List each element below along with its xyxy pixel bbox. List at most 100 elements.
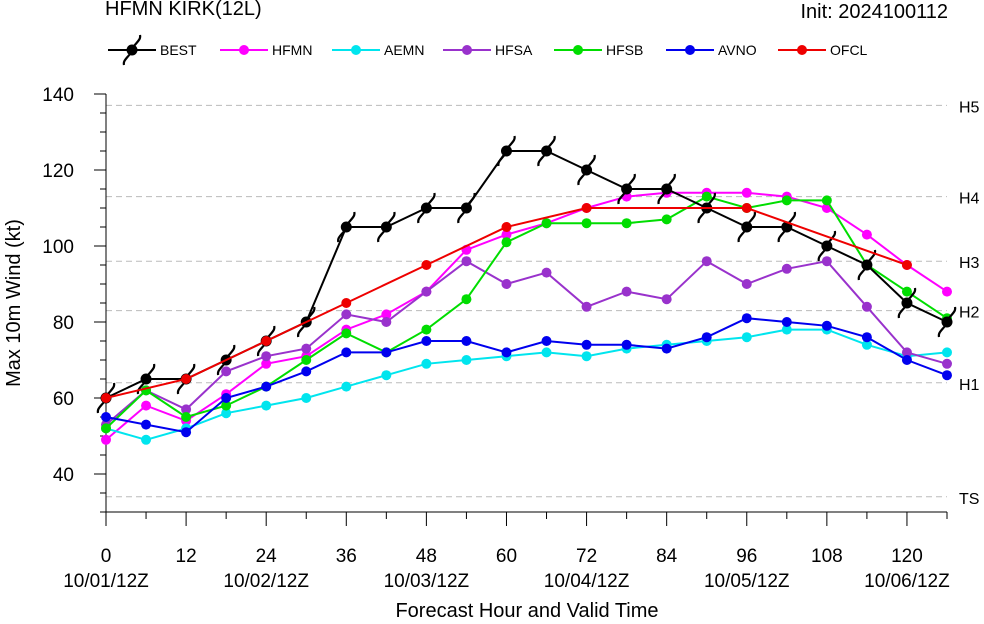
data-point <box>661 294 672 305</box>
data-point <box>901 347 912 358</box>
category-label: H4 <box>959 191 980 208</box>
data-point <box>501 237 512 248</box>
data-point <box>741 313 752 324</box>
data-point <box>377 211 396 243</box>
data-point <box>341 309 352 320</box>
data-point <box>901 286 912 297</box>
data-point <box>501 347 512 358</box>
x-tick-label: 60 <box>496 546 517 567</box>
data-point <box>621 286 632 297</box>
data-point <box>141 434 152 445</box>
data-point <box>497 135 516 167</box>
data-point <box>942 358 952 369</box>
category-label: H5 <box>959 99 980 116</box>
hurricane-arm <box>697 211 706 224</box>
data-point <box>341 381 352 392</box>
y-tick-label: 40 <box>53 465 74 486</box>
hurricane-arm <box>147 363 156 376</box>
data-point <box>937 306 957 338</box>
data-point <box>541 267 552 278</box>
data-point <box>301 393 312 403</box>
x-date-label: 10/05/12Z <box>704 571 790 592</box>
data-point <box>661 343 672 354</box>
data-point <box>541 218 552 229</box>
hurricane-arm <box>707 192 717 205</box>
data-point <box>781 195 792 206</box>
hurricane-core <box>420 202 432 214</box>
data-point <box>741 279 752 289</box>
data-point <box>741 187 752 198</box>
category-label: H3 <box>959 255 980 272</box>
data-point <box>381 317 392 327</box>
legend-marker <box>351 45 361 55</box>
x-tick-label: 96 <box>736 546 757 567</box>
data-point <box>817 230 837 262</box>
hurricane-core <box>741 221 753 233</box>
data-point <box>301 343 312 354</box>
data-point <box>221 366 232 377</box>
data-point <box>901 355 912 365</box>
x-tick-label: 84 <box>656 546 678 567</box>
data-point <box>381 370 392 381</box>
data-point <box>901 260 912 270</box>
series-ofcl <box>101 203 912 403</box>
data-point <box>701 332 712 343</box>
legend-label: OFCL <box>830 42 868 58</box>
hurricane-arm <box>747 211 757 224</box>
x-date-label: 10/04/12Z <box>544 571 630 592</box>
data-point <box>417 192 436 224</box>
data-point <box>621 218 632 229</box>
hurricane-arm <box>737 230 746 243</box>
hurricane-arm <box>107 382 116 395</box>
legend-item-best: BEST <box>108 34 197 66</box>
hurricane-arm <box>96 401 105 414</box>
series-line <box>105 150 948 399</box>
series-line <box>105 195 948 430</box>
legend-label: BEST <box>160 42 197 58</box>
data-point <box>301 355 312 365</box>
hurricane-arm <box>827 230 837 243</box>
hurricane-core <box>140 373 152 385</box>
data-point <box>942 370 952 381</box>
series-aemn <box>101 324 952 445</box>
data-point <box>821 320 832 331</box>
x-tick-label: 72 <box>576 546 597 567</box>
hurricane-core <box>340 221 352 233</box>
data-point <box>221 408 232 419</box>
data-point <box>181 374 192 384</box>
hurricane-arm <box>868 249 877 262</box>
data-point <box>861 332 872 343</box>
hurricane-arm <box>267 325 276 338</box>
x-tick-label: 24 <box>256 546 278 567</box>
data-point <box>101 393 111 403</box>
x-tick-label: 0 <box>101 546 112 567</box>
data-point <box>381 309 392 320</box>
legend-label: HFSB <box>606 42 643 58</box>
hurricane-core <box>861 259 873 271</box>
hurricane-arm <box>307 306 316 319</box>
legend-item-hfmn: HFMN <box>220 42 312 58</box>
data-point <box>101 412 111 422</box>
data-point <box>261 351 272 362</box>
data-point <box>181 412 192 422</box>
legend-item-ofcl: OFCL <box>778 42 868 58</box>
data-point <box>741 203 752 213</box>
hurricane-arm <box>347 211 356 224</box>
data-point <box>701 256 712 267</box>
hurricane-arm <box>227 344 236 357</box>
hurricane-arm <box>537 154 546 167</box>
data-point <box>336 211 356 243</box>
data-point <box>581 203 592 213</box>
hurricane-arm <box>176 382 185 395</box>
data-point <box>141 419 152 430</box>
data-point <box>617 173 636 205</box>
hurricane-arm <box>908 287 917 300</box>
x-tick-label: 108 <box>811 546 843 567</box>
data-point <box>942 347 952 358</box>
data-point <box>341 328 352 339</box>
x-tick-label: 36 <box>336 546 357 567</box>
data-point <box>461 336 472 346</box>
data-point <box>821 256 832 267</box>
hurricane-arm <box>296 325 306 338</box>
